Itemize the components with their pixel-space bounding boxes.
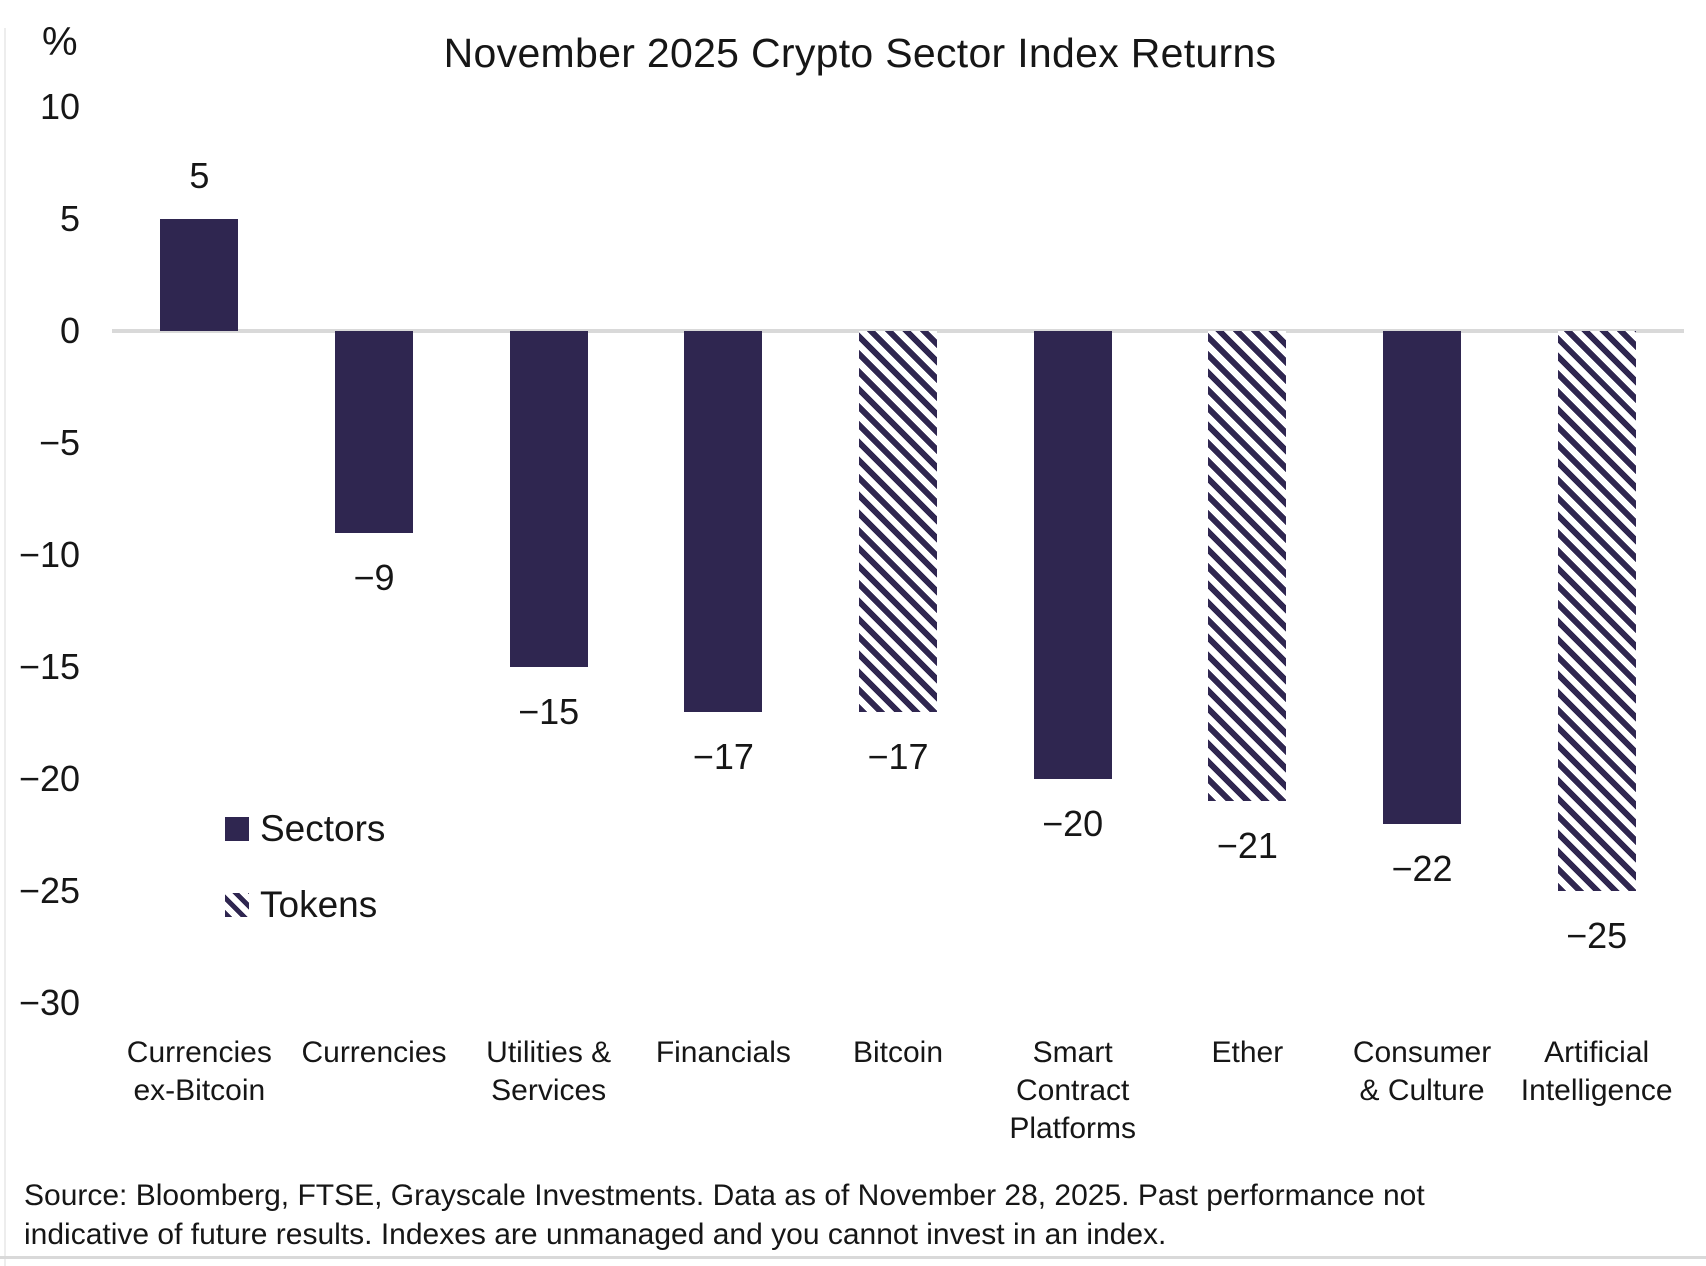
y-tick-label: −30 (18, 982, 80, 1023)
y-tick-label: 0 (59, 310, 80, 351)
sectors-solid-swatch-icon (225, 816, 249, 841)
page-edge-line (4, 28, 6, 1266)
chart-title: November 2025 Crypto Sector Index Return… (443, 30, 1277, 76)
legend-item-tokens: Tokens (225, 886, 377, 923)
y-tick-label: −25 (18, 870, 80, 911)
y-tick-label: −15 (18, 646, 80, 687)
sector-bar (1033, 331, 1112, 779)
category-label: Financials (655, 1036, 791, 1069)
category-label: Utilities & Services (486, 1036, 612, 1107)
legend-sectors-label: Sectors (260, 808, 386, 849)
bar-value-label: −25 (1566, 915, 1628, 956)
category-label: Ether (1211, 1036, 1284, 1069)
legend-item-sectors: Sectors (225, 810, 385, 847)
sector-bar (684, 331, 763, 712)
token-bar (1557, 331, 1636, 891)
category-label: Artificial Intelligence (1520, 1036, 1673, 1107)
bar-value-label: −17 (867, 735, 929, 777)
y-tick-label: 10 (39, 86, 80, 127)
tokens-hatched-swatch-icon (225, 892, 249, 917)
bar-value-label: −15 (518, 691, 580, 732)
page-divider-line (0, 1256, 1706, 1259)
source-note: Source: Bloomberg, FTSE, Grayscale Inves… (24, 1179, 1425, 1251)
bar-value-label: −22 (1391, 847, 1453, 889)
bar-value-label: −21 (1216, 825, 1278, 867)
category-label: Currencies (301, 1036, 447, 1069)
token-bar (1208, 331, 1287, 802)
token-bar (859, 331, 937, 712)
y-axis-unit-label: % (42, 20, 78, 64)
sector-bar (1383, 331, 1462, 824)
sector-bar (335, 331, 413, 533)
bar-value-label: −17 (692, 735, 754, 777)
category-label: Smart Contract Platforms (1009, 1036, 1137, 1145)
legend-tokens-label: Tokens (260, 884, 378, 925)
category-label: Currencies ex-Bitcoin (126, 1036, 272, 1107)
y-tick-label: −10 (18, 534, 80, 575)
y-tick-label: −20 (18, 758, 80, 799)
y-tick-label: −5 (38, 422, 80, 463)
bar-value-label: −9 (353, 556, 395, 598)
bar-value-label: 5 (189, 155, 210, 196)
category-label: Bitcoin (852, 1036, 944, 1069)
sector-bar (160, 219, 239, 331)
category-label: Consumer & Culture (1352, 1036, 1492, 1107)
y-tick-label: 5 (59, 198, 80, 239)
bar-value-label: −20 (1042, 803, 1104, 844)
sector-bar (509, 331, 588, 667)
